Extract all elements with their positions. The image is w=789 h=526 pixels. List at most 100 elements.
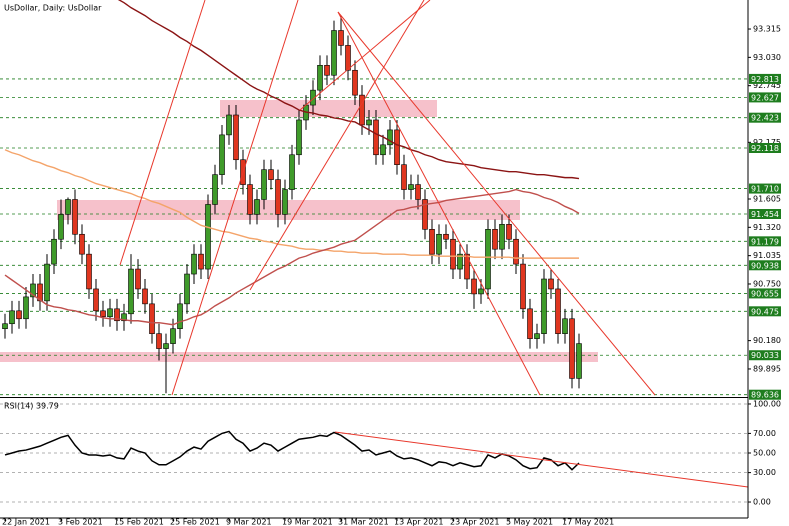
level-label: 91.454 [751,210,779,219]
candle-body [275,179,281,215]
line-series [4,188,580,326]
candle-body [380,144,386,156]
candle-body [485,229,491,290]
level-label: 90.033 [751,351,779,360]
level-label-box [749,306,781,317]
y-tick-label: 92.745 [753,81,781,90]
y-tick-label: 30.00 [753,468,776,477]
candle-body [422,199,428,230]
candle-body [23,296,29,320]
candle-body [345,45,351,71]
candle-body [233,114,239,161]
candle-body [121,313,127,322]
y-tick-label: 100.00 [753,399,781,408]
candle-body [128,268,134,315]
candle-body [2,323,8,330]
rsi-plot [0,403,748,503]
base-zone [0,352,598,362]
candle-body [513,238,519,265]
level-label-box [749,73,781,84]
level-label: 92.627 [751,93,779,102]
level-label: 90.938 [751,261,779,270]
candle-body [149,303,155,334]
candle-body [65,199,71,215]
level-label-box [749,112,781,123]
candle-body [72,199,78,235]
y-tick-label: 91.035 [753,251,781,260]
line-series [117,0,580,180]
candle-body [352,69,358,96]
candle-body [555,288,561,334]
level-label: 91.179 [751,237,779,246]
candle-body [548,278,554,290]
candle-body [254,199,260,215]
x-tick-label: 15 Feb 2021 [114,518,164,526]
candle-body [464,253,470,280]
level-label: 92.813 [751,75,779,84]
y-tick-label: 92.175 [753,138,781,147]
y-tick-label: 91.605 [753,194,781,203]
x-tick-label: 22 Jan 2021 [2,518,50,526]
candle-body [366,119,372,126]
level-label-box [749,260,781,271]
x-tick-label: 19 Mar 2021 [282,518,333,526]
level-label: 89.636 [751,391,779,400]
resistance-zone [220,100,437,117]
x-tick-label: 31 Mar 2021 [338,518,389,526]
level-label: 92.423 [751,114,779,123]
price-plot [0,0,748,396]
candle-body [436,233,442,255]
channel-line [337,11,656,396]
candle-body [324,65,330,76]
level-label-box [749,143,781,154]
candle-body [394,129,400,165]
x-tick-label: 25 Feb 2021 [170,518,220,526]
candle-body [114,308,120,322]
y-tick-label: 89.895 [753,364,781,373]
candle-body [212,174,218,205]
line-series [4,430,580,471]
candle-body [408,184,414,190]
level-label-box [749,208,781,219]
candle-body [429,229,435,255]
level-label-box [749,389,781,400]
channel-lines [119,0,656,396]
candle-body [520,263,526,310]
candle-body [44,263,50,302]
y-tick-label: 70.00 [753,429,776,438]
level-label-box [749,350,781,361]
candle-body [569,318,575,379]
zones [0,100,598,362]
candle-body [387,129,393,146]
x-tick-label: 13 Apr 2021 [394,518,443,526]
candle-body [317,65,323,91]
level-label: 91.710 [751,185,779,194]
channel-line [171,0,299,396]
channel-line [249,0,425,291]
candle-body [534,333,540,339]
candle-body [443,233,449,240]
channel-line [299,0,431,111]
candle-body [9,310,15,325]
candle-body [170,328,176,344]
line-series [4,149,579,259]
candle-body [562,318,568,334]
candle-body [541,278,547,334]
candle-body [163,343,169,349]
candle-body [492,229,498,250]
candle-body [198,253,204,270]
candle-body [58,214,64,240]
level-label: 90.475 [751,307,779,316]
chart-title: UsDollar, Daily: UsDollar [4,4,102,13]
y-tick-label: 91.320 [753,223,781,232]
x-tick-label: 17 May 2021 [562,518,614,526]
candle-body [450,238,456,270]
level-label-box [749,288,781,299]
candle-body [16,310,22,320]
x-tick-label: 3 Feb 2021 [58,518,103,526]
candle-body [296,119,302,156]
candle-body [457,253,463,270]
